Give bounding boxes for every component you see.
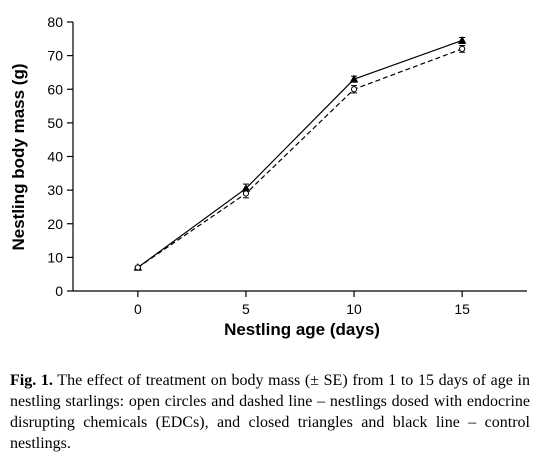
series-layer [133,36,467,271]
y-tick-label: 40 [47,149,63,165]
y-tick-label: 10 [47,249,63,265]
series-1 [134,45,466,271]
y-axis-title: Nestling body mass (g) [9,63,28,250]
y-tick-label: 60 [47,81,63,97]
y-tick-label: 30 [47,182,63,198]
series-line [137,48,463,268]
figure-caption: Fig. 1. The effect of treatment on body … [10,370,530,454]
data-point-circle [459,45,466,53]
data-point-circle [134,264,141,271]
y-tick-label: 80 [47,14,63,30]
data-point-triangle [457,36,467,44]
y-tick-label: 50 [47,115,63,131]
x-tick-label: 5 [242,301,250,317]
caption-text: The effect of treatment on body mass (± … [10,372,530,452]
figure-label: Fig. 1. [10,372,53,389]
y-tick-label: 70 [47,48,63,64]
y-tick-label: 20 [47,216,63,232]
data-point-circle [350,86,358,93]
x-axis-title: Nestling age (days) [224,320,380,339]
line-chart: 0 10 20 30 40 50 60 70 80 0 5 10 15 Nestling body ma… [9,14,527,339]
x-tick-label: 15 [454,301,470,317]
series-line [137,39,463,268]
x-tick-label: 0 [134,301,142,317]
data-point-triangle [349,74,359,83]
y-tick-label: 0 [55,283,63,299]
axes: 0 10 20 30 40 50 60 70 80 0 5 10 15 [47,14,527,317]
data-point-circle [242,190,250,197]
x-tick-label: 10 [346,301,362,317]
